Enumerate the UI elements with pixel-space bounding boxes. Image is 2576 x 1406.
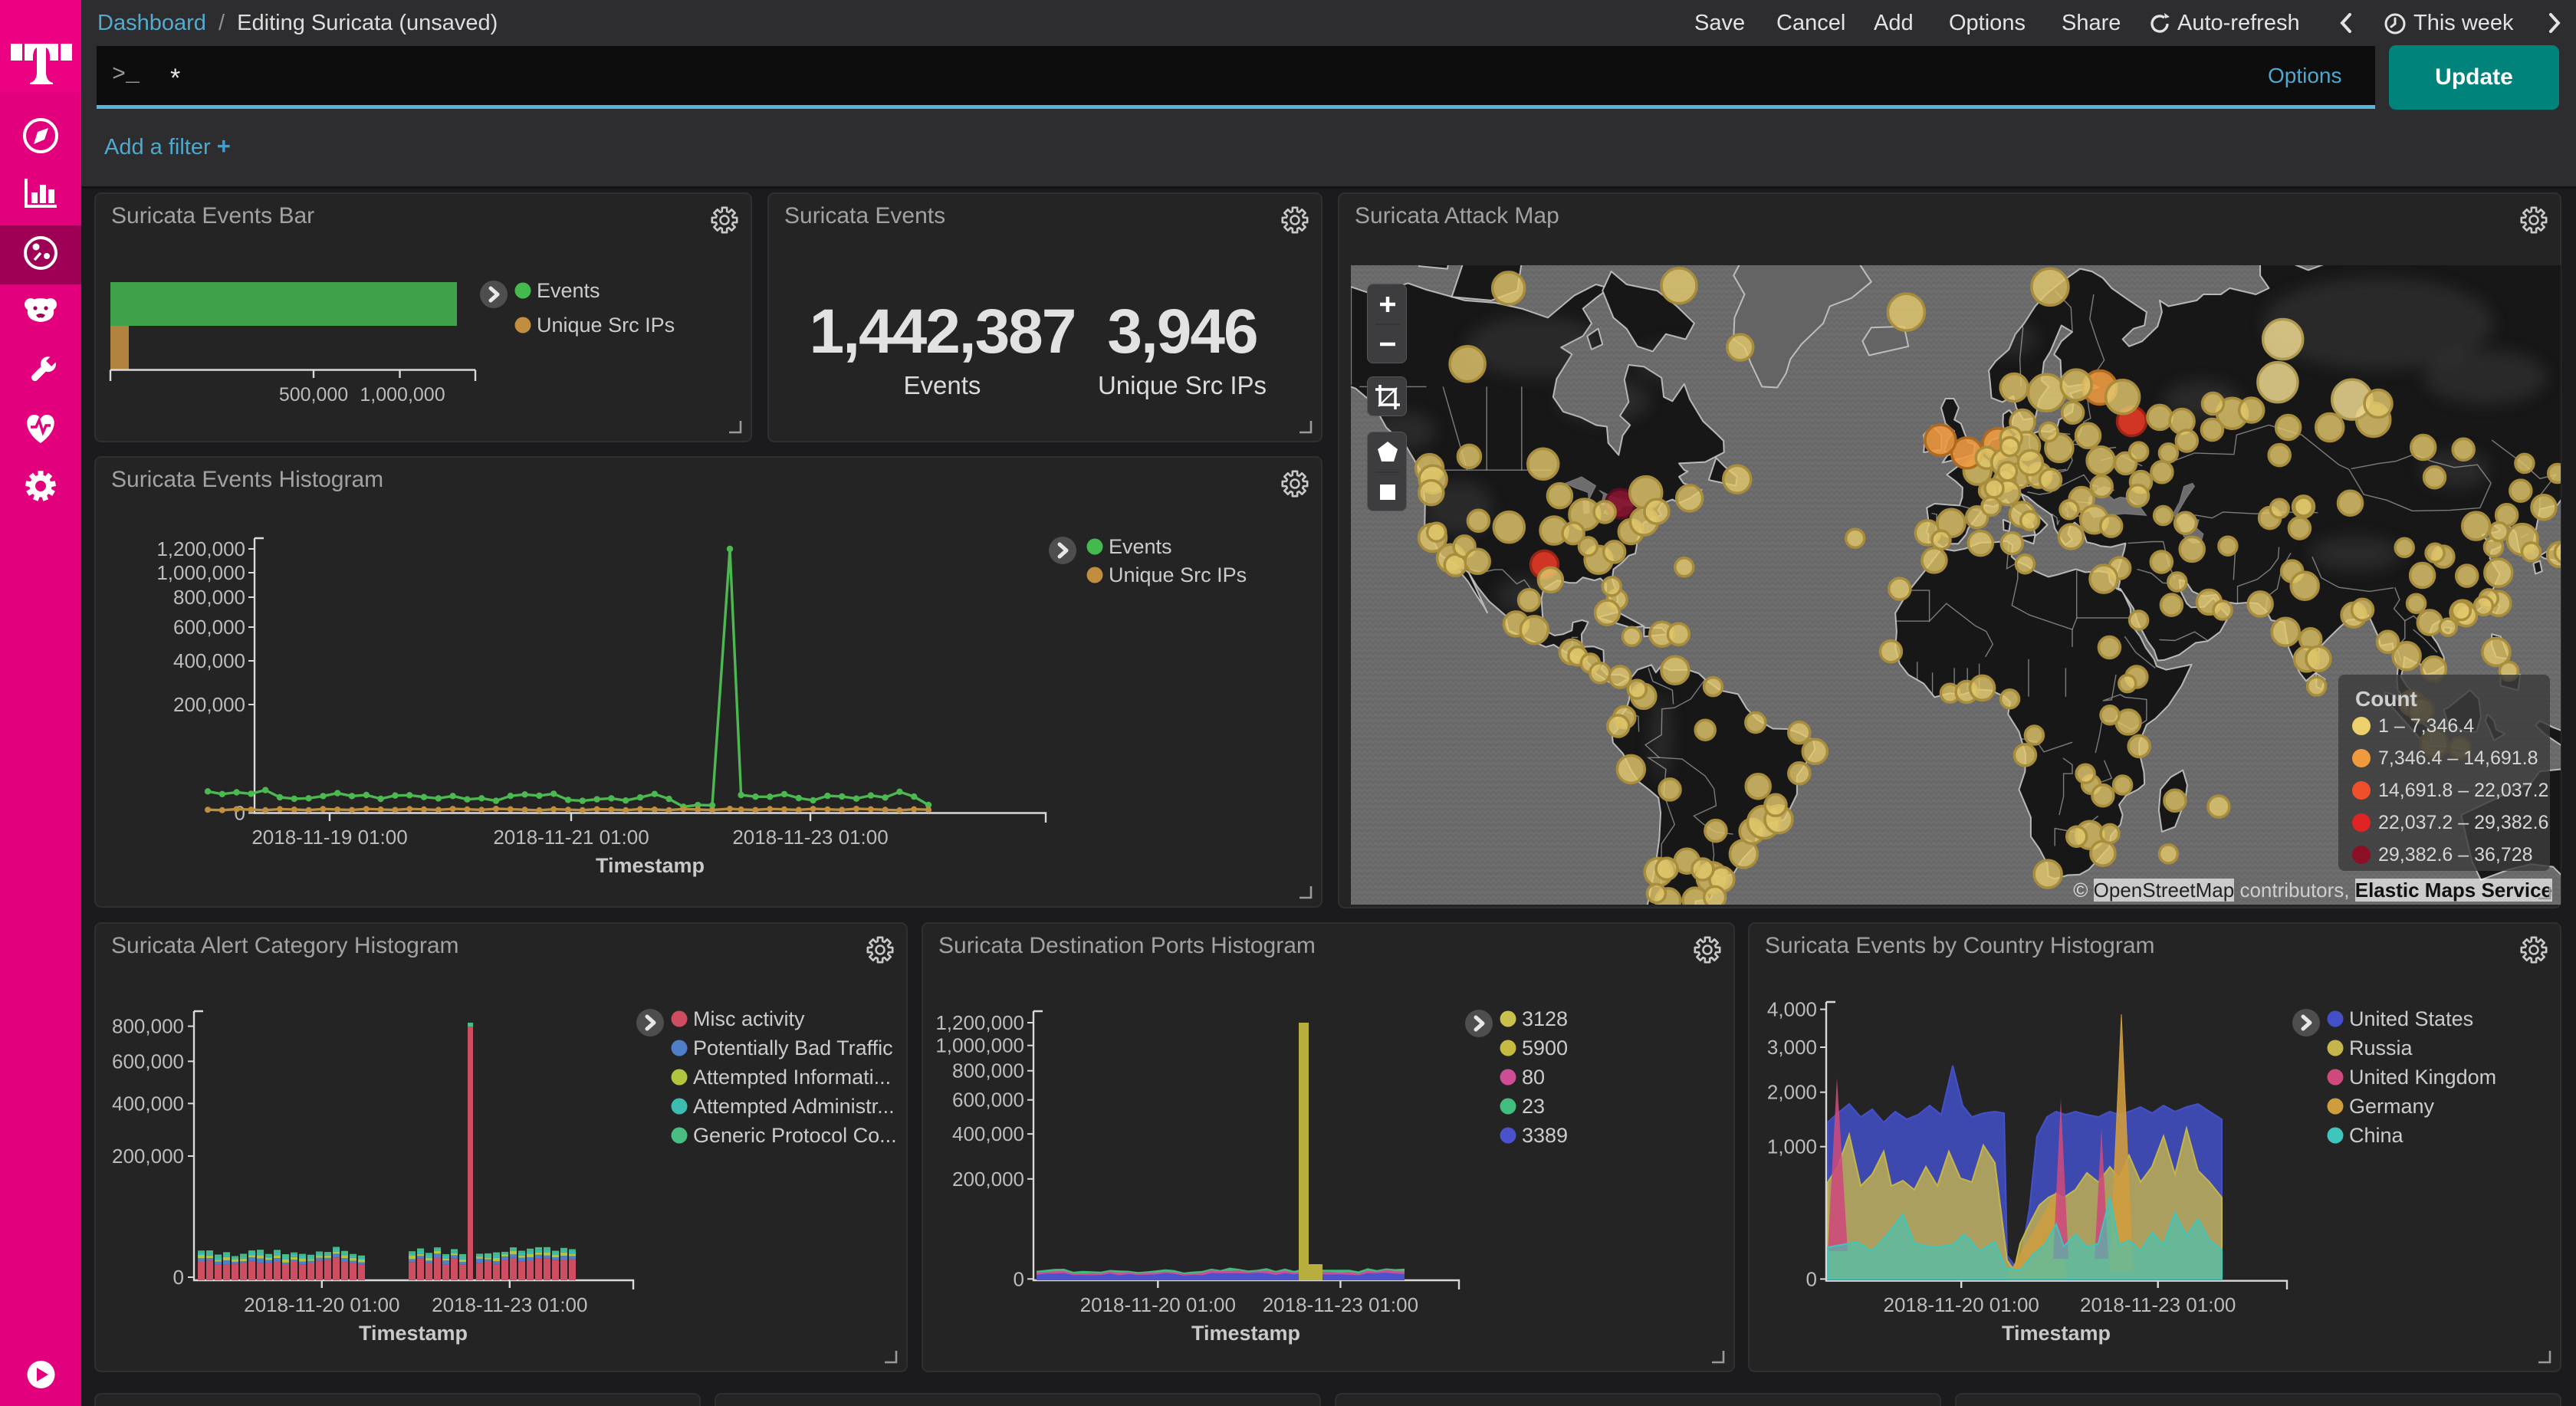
svg-text:400,000: 400,000 bbox=[173, 649, 245, 672]
svg-text:United Kingdom: United Kingdom bbox=[2349, 1066, 2496, 1089]
svg-text:Events: Events bbox=[537, 279, 600, 302]
svg-text:Generic Protocol Co...: Generic Protocol Co... bbox=[693, 1124, 897, 1147]
svg-text:500,000: 500,000 bbox=[279, 384, 348, 406]
svg-text:1,000,000: 1,000,000 bbox=[156, 561, 245, 584]
svg-text:800,000: 800,000 bbox=[112, 1015, 184, 1038]
svg-text:200,000: 200,000 bbox=[112, 1145, 184, 1168]
svg-text:2018-11-23 01:00: 2018-11-23 01:00 bbox=[2080, 1293, 2236, 1316]
svg-text:2018-11-23 01:00: 2018-11-23 01:00 bbox=[732, 826, 888, 849]
svg-text:1,000: 1,000 bbox=[1767, 1135, 1817, 1158]
svg-text:2,000: 2,000 bbox=[1767, 1081, 1817, 1104]
svg-text:2018-11-19 01:00: 2018-11-19 01:00 bbox=[251, 826, 407, 849]
svg-text:2018-11-23 01:00: 2018-11-23 01:00 bbox=[1263, 1293, 1418, 1316]
svg-text:Attempted Informati...: Attempted Informati... bbox=[693, 1066, 891, 1089]
svg-text:Timestamp: Timestamp bbox=[596, 854, 705, 877]
svg-text:400,000: 400,000 bbox=[112, 1092, 184, 1115]
svg-text:2018-11-21 01:00: 2018-11-21 01:00 bbox=[493, 826, 649, 849]
svg-text:23: 23 bbox=[1522, 1095, 1545, 1118]
svg-text:2018-11-20 01:00: 2018-11-20 01:00 bbox=[1884, 1293, 2039, 1316]
svg-text:Attempted Administr...: Attempted Administr... bbox=[693, 1095, 895, 1118]
svg-text:600,000: 600,000 bbox=[173, 616, 245, 639]
svg-text:0: 0 bbox=[1806, 1267, 1817, 1290]
svg-text:80: 80 bbox=[1522, 1066, 1545, 1089]
svg-text:Timestamp: Timestamp bbox=[2002, 1322, 2111, 1345]
svg-text:4,000: 4,000 bbox=[1767, 998, 1817, 1021]
svg-text:0: 0 bbox=[173, 1266, 184, 1289]
svg-text:1,200,000: 1,200,000 bbox=[156, 537, 245, 560]
svg-text:0: 0 bbox=[1014, 1267, 1024, 1290]
svg-text:600,000: 600,000 bbox=[952, 1089, 1024, 1112]
svg-text:2018-11-20 01:00: 2018-11-20 01:00 bbox=[1080, 1293, 1236, 1316]
svg-text:400,000: 400,000 bbox=[952, 1122, 1024, 1145]
svg-text:Germany: Germany bbox=[2349, 1095, 2435, 1118]
svg-text:Unique Src IPs: Unique Src IPs bbox=[1109, 563, 1247, 586]
svg-text:1,200,000: 1,200,000 bbox=[935, 1011, 1024, 1034]
svg-text:2018-11-23 01:00: 2018-11-23 01:00 bbox=[432, 1293, 587, 1316]
svg-text:0: 0 bbox=[235, 802, 245, 825]
svg-text:Misc activity: Misc activity bbox=[693, 1007, 805, 1030]
svg-text:Potentially Bad Traffic: Potentially Bad Traffic bbox=[693, 1036, 893, 1059]
svg-text:1,000,000: 1,000,000 bbox=[935, 1034, 1024, 1057]
svg-text:1,000,000: 1,000,000 bbox=[360, 384, 445, 406]
svg-text:Unique Src IPs: Unique Src IPs bbox=[537, 314, 675, 337]
svg-text:800,000: 800,000 bbox=[173, 586, 245, 609]
svg-text:Timestamp: Timestamp bbox=[359, 1322, 468, 1345]
svg-text:United States: United States bbox=[2349, 1007, 2473, 1030]
svg-text:800,000: 800,000 bbox=[952, 1059, 1024, 1082]
svg-text:China: China bbox=[2349, 1124, 2404, 1147]
svg-text:Russia: Russia bbox=[2349, 1036, 2413, 1059]
svg-text:600,000: 600,000 bbox=[112, 1050, 184, 1073]
svg-text:5900: 5900 bbox=[1522, 1036, 1568, 1059]
svg-text:200,000: 200,000 bbox=[173, 693, 245, 716]
svg-text:3389: 3389 bbox=[1522, 1124, 1568, 1147]
svg-text:Events: Events bbox=[1109, 535, 1172, 558]
svg-text:2018-11-20 01:00: 2018-11-20 01:00 bbox=[244, 1293, 399, 1316]
svg-text:Timestamp: Timestamp bbox=[1191, 1322, 1300, 1345]
svg-text:3,000: 3,000 bbox=[1767, 1036, 1817, 1059]
svg-text:200,000: 200,000 bbox=[952, 1168, 1024, 1191]
svg-text:3128: 3128 bbox=[1522, 1007, 1568, 1030]
